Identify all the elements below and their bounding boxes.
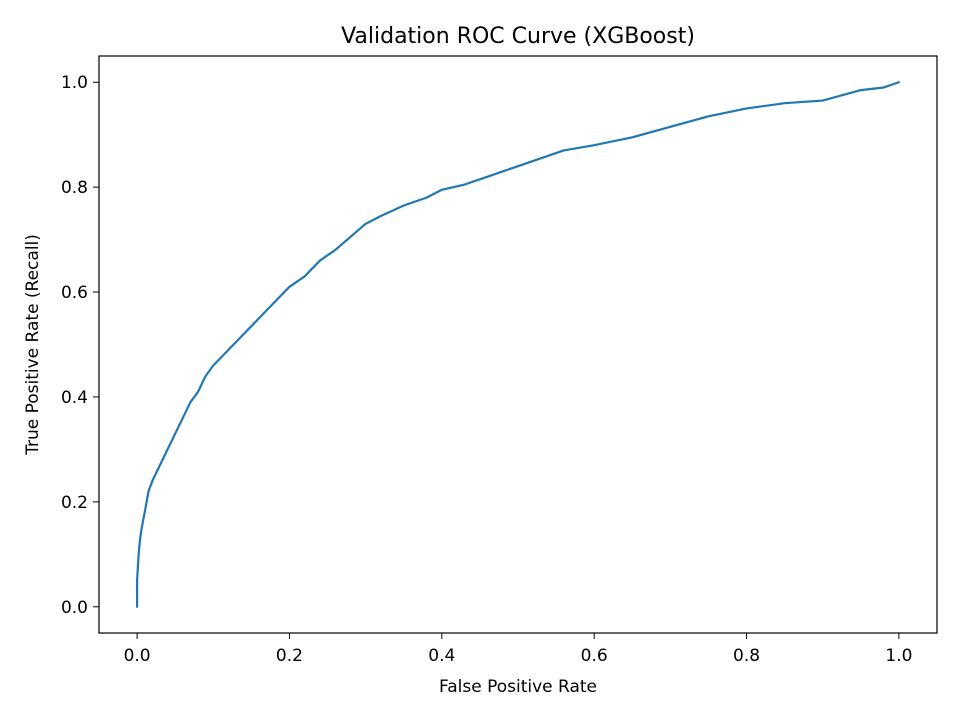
y-tick-label: 0.6 bbox=[61, 283, 88, 303]
plot-frame bbox=[98, 55, 938, 634]
x-tick-label: 0.8 bbox=[733, 646, 760, 666]
y-tick-label: 0.2 bbox=[61, 493, 88, 513]
y-axis-label: True Positive Rate (Recall) bbox=[23, 234, 43, 456]
x-axis: 0.0 0.2 0.4 0.6 0.8 1.0 bbox=[124, 633, 912, 666]
y-tick-label: 0.0 bbox=[61, 598, 88, 618]
x-tick-label: 0.0 bbox=[124, 646, 151, 666]
y-tick-label: 0.8 bbox=[61, 178, 88, 198]
y-tick-label: 0.4 bbox=[61, 388, 88, 408]
roc-curve-line bbox=[135, 81, 901, 608]
x-tick-label: 0.4 bbox=[428, 646, 455, 666]
x-tick-label: 0.2 bbox=[276, 646, 303, 666]
chart-title: Validation ROC Curve (XGBoost) bbox=[341, 24, 695, 49]
y-tick-label: 1.0 bbox=[61, 73, 88, 93]
x-tick-label: 0.6 bbox=[581, 646, 608, 666]
x-tick-label: 1.0 bbox=[885, 646, 912, 666]
x-axis-label: False Positive Rate bbox=[439, 677, 597, 697]
y-axis: 0.0 0.2 0.4 0.6 0.8 1.0 bbox=[61, 73, 99, 618]
